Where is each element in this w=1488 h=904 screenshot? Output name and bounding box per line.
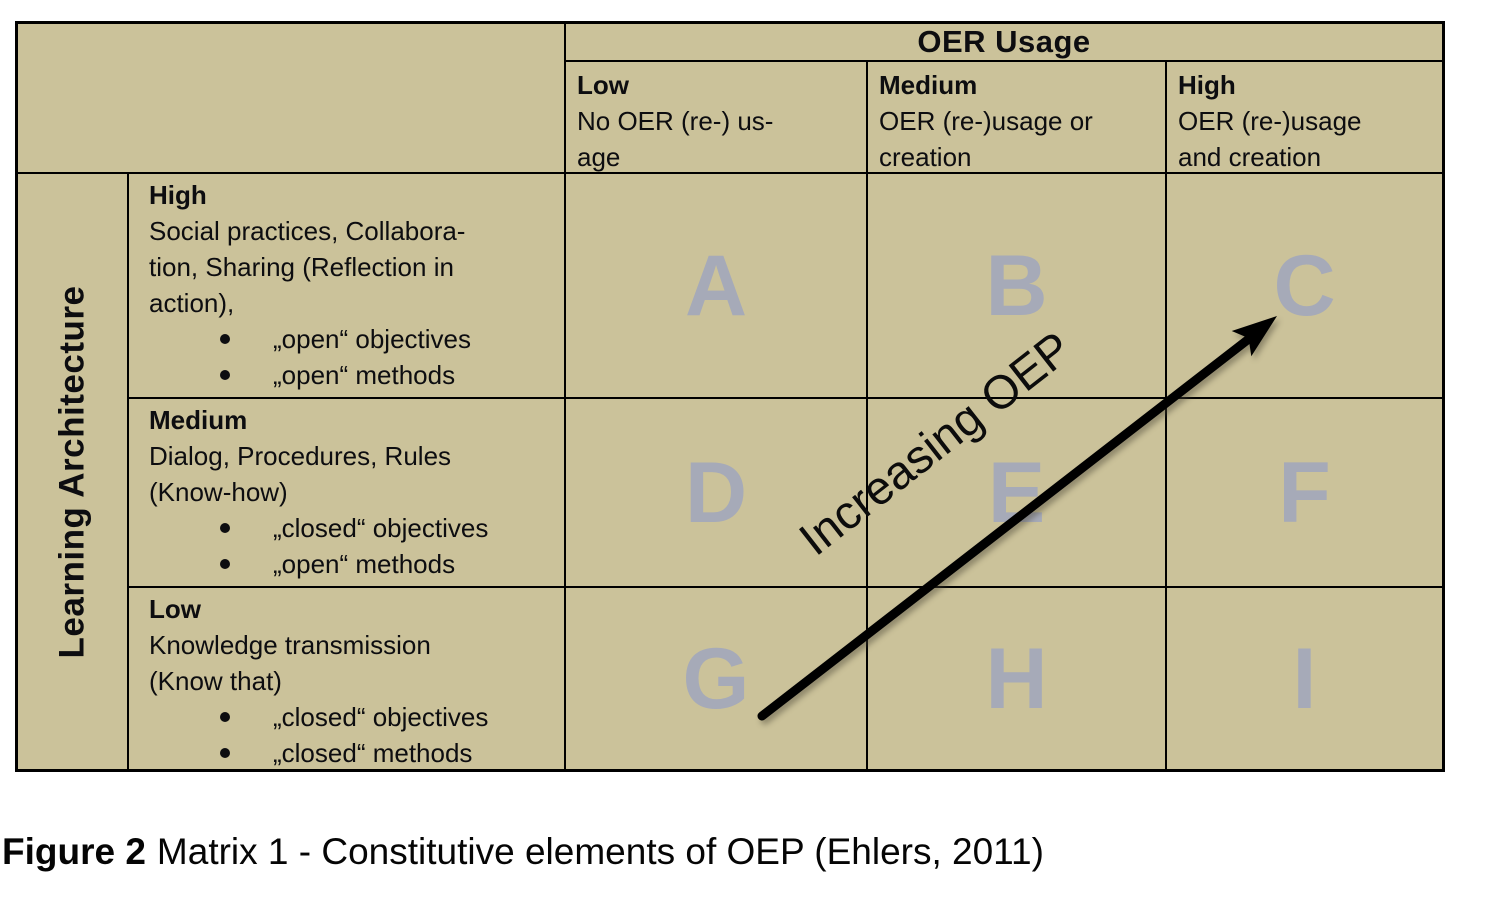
figure-caption-number: Figure 2 (2, 831, 146, 872)
oep-matrix-table: OER Usage Low No OER (re-) us- age Mediu… (15, 21, 1445, 772)
row-description: Social practices, Collabora- tion, Shari… (149, 216, 466, 318)
bullet-text: „open“ objectives (273, 324, 471, 354)
matrix-cell-I: I (1167, 588, 1442, 769)
row-description: Dialog, Procedures, Rules (Know-how) (149, 441, 452, 507)
column-subtext: No OER (re-) us- age (577, 106, 774, 172)
bullet-item: „closed“ methods (149, 735, 558, 769)
row-header-medium: Medium Dialog, Procedures, Rules (Know-h… (129, 399, 564, 586)
bullet-item: „closed“ objectives (149, 510, 558, 546)
figure-caption-text: Matrix 1 - Constitutive elements of OEP … (156, 831, 1044, 872)
row-label: High (149, 180, 207, 210)
figure-caption: Figure 2 Matrix 1 - Constitutive elements… (2, 831, 1044, 873)
column-label: High (1178, 70, 1236, 100)
bullet-text: „closed“ objectives (273, 513, 489, 543)
bullet-item: „open“ methods (149, 546, 558, 582)
column-subtext: OER (re-)usage or creation (879, 106, 1093, 172)
bullet-icon (220, 712, 230, 722)
bullet-text: „closed“ methods (273, 738, 473, 768)
matrix-cell-A: A (566, 174, 866, 397)
matrix-cell-B: B (868, 174, 1165, 397)
matrix-cell-C: C (1167, 174, 1442, 397)
bullet-icon (220, 523, 230, 533)
matrix-cell-G: G (566, 588, 866, 769)
row-label: Low (149, 594, 201, 624)
row-label: Medium (149, 405, 248, 435)
bullet-text: „closed“ objectives (273, 702, 489, 732)
column-label: Low (577, 70, 629, 100)
row-header-high: High Social practices, Collabora- tion, … (129, 174, 564, 397)
matrix-cell-H: H (868, 588, 1165, 769)
bullet-icon (220, 370, 230, 380)
oer-usage-header: OER Usage (566, 24, 1442, 60)
corner-cell (18, 24, 564, 172)
bullet-item: „open“ objectives (149, 321, 558, 357)
bullet-text: „open“ methods (273, 360, 456, 390)
matrix-cell-E: E (868, 399, 1165, 586)
column-header-low: Low No OER (re-) us- age (566, 62, 866, 172)
column-header-medium: Medium OER (re-)usage or creation (868, 62, 1165, 172)
bullet-icon (220, 559, 230, 569)
matrix-cell-D: D (566, 399, 866, 586)
row-description: Knowledge transmission (Know that) (149, 630, 431, 696)
column-subtext: OER (re-)usage and creation (1178, 106, 1362, 172)
learning-architecture-axis: Learning Architecture (18, 174, 127, 769)
bullet-icon (220, 334, 230, 344)
bullet-item: „open“ methods (149, 357, 558, 393)
bullet-item: „closed“ objectives (149, 699, 558, 735)
bullet-icon (220, 748, 230, 758)
matrix-cell-F: F (1167, 399, 1442, 586)
column-header-high: High OER (re-)usage and creation (1167, 62, 1442, 172)
row-header-low: Low Knowledge transmission (Know that) „… (129, 588, 564, 769)
column-label: Medium (879, 70, 978, 100)
learning-architecture-label: Learning Architecture (52, 285, 92, 658)
bullet-text: „open“ methods (273, 549, 456, 579)
